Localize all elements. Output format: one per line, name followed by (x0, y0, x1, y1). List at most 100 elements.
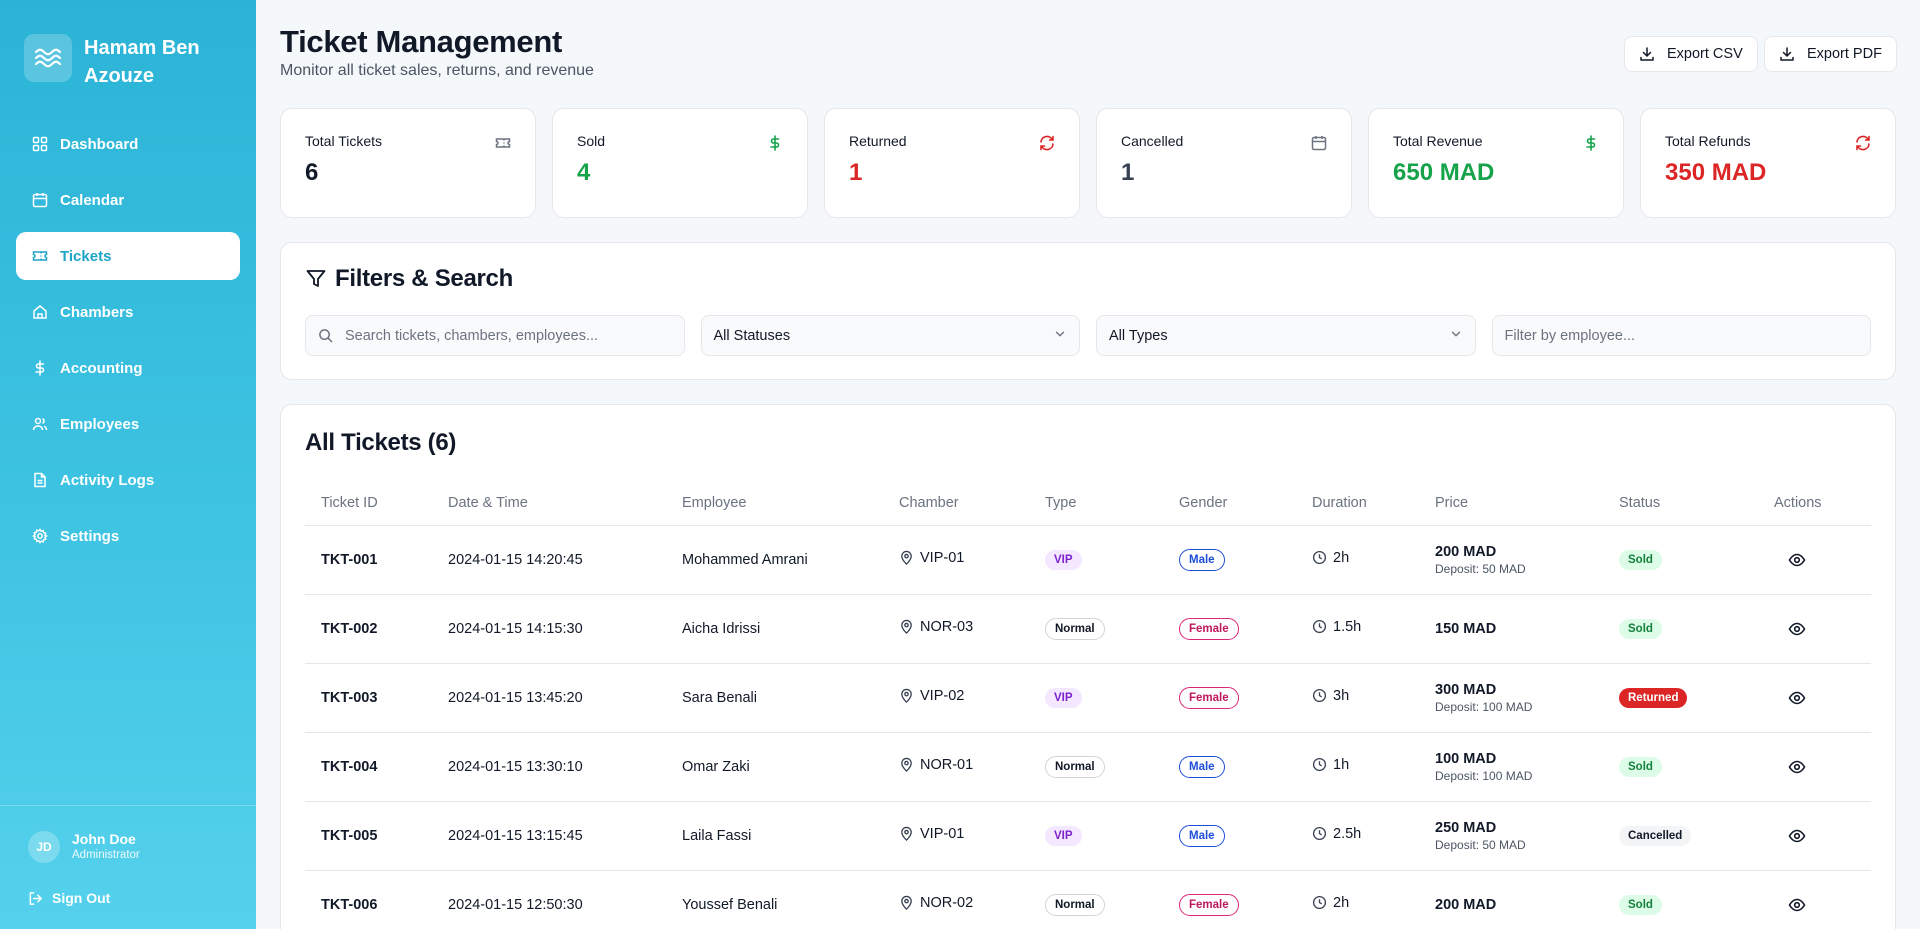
ticket-price: 150 MAD (1435, 620, 1497, 637)
clock-icon (1312, 757, 1327, 772)
type-badge: VIP (1045, 825, 1082, 846)
table-row[interactable]: TKT-006 2024-01-15 12:50:30 Youssef Bena… (305, 870, 1871, 929)
employee-filter-input[interactable]: Filter by employee... (1491, 315, 1871, 356)
dollar-icon (767, 135, 783, 151)
gender-badge: Female (1179, 686, 1239, 709)
column-header[interactable]: Chamber (883, 481, 1029, 526)
brand: Hamam Ben Azouze (24, 34, 234, 90)
stat-card-total-tickets: Total Tickets 6 (280, 108, 536, 218)
ticket-duration: 2h (1333, 549, 1350, 566)
sidebar: Hamam Ben Azouze Dashboard Calendar Tick… (0, 0, 256, 929)
ticket-deposit: Deposit: 50 MAD (1435, 837, 1526, 852)
stat-card-returned: Returned 1 (824, 108, 1080, 218)
stat-value: 6 (305, 159, 319, 186)
type-select[interactable]: All Types (1096, 315, 1476, 356)
column-header[interactable]: Gender (1163, 481, 1296, 526)
table-row[interactable]: TKT-004 2024-01-15 13:30:10 Omar Zaki NO… (305, 732, 1871, 802)
stat-card-total-revenue: Total Revenue 650 MAD (1368, 108, 1624, 218)
ticket-datetime: 2024-01-15 13:30:10 (432, 732, 666, 802)
map-pin-icon (899, 826, 914, 842)
home-icon (32, 304, 48, 320)
map-pin-icon (899, 550, 914, 566)
ticket-chamber: VIP-02 (920, 687, 965, 704)
sidebar-item-accounting[interactable]: Accounting (16, 344, 240, 392)
table-row[interactable]: TKT-001 2024-01-15 14:20:45 Mohammed Amr… (305, 525, 1871, 595)
stat-card-sold: Sold 4 (552, 108, 808, 218)
sidebar-item-label: Chambers (60, 303, 134, 321)
stat-label: Cancelled (1121, 133, 1184, 149)
sidebar-item-chambers[interactable]: Chambers (16, 288, 240, 336)
view-icon[interactable] (1774, 620, 1871, 638)
clock-icon (1312, 895, 1327, 910)
table-row[interactable]: TKT-002 2024-01-15 14:15:30 Aicha Idriss… (305, 594, 1871, 664)
ticket-employee: Sara Benali (666, 663, 883, 733)
search-input[interactable]: Search tickets, chambers, employees... (305, 315, 685, 356)
dollar-icon (1583, 135, 1599, 151)
ticket-duration: 2.5h (1333, 825, 1362, 842)
search-placeholder: Search tickets, chambers, employees... (345, 327, 599, 344)
users-icon (32, 416, 48, 432)
employee-filter-placeholder: Filter by employee... (1504, 327, 1636, 344)
export-pdf-button[interactable]: Export PDF (1764, 36, 1897, 72)
ticket-deposit: Deposit: 100 MAD (1435, 768, 1533, 783)
stat-value: 1 (849, 159, 863, 186)
refresh-icon (1039, 135, 1055, 151)
sidebar-item-label: Accounting (60, 359, 143, 377)
sidebar-item-label: Activity Logs (60, 471, 155, 489)
sidebar-item-tickets[interactable]: Tickets (16, 232, 240, 280)
ticket-id: TKT-005 (305, 801, 432, 871)
ticket-duration: 1h (1333, 756, 1350, 773)
sign-out-button[interactable]: Sign Out (28, 890, 110, 906)
column-header[interactable]: Type (1029, 481, 1163, 526)
view-icon[interactable] (1774, 689, 1871, 707)
refresh-icon (1855, 135, 1871, 151)
table-row[interactable]: TKT-005 2024-01-15 13:15:45 Laila Fassi … (305, 801, 1871, 871)
file-icon (32, 472, 48, 488)
type-badge: Normal (1045, 893, 1105, 916)
view-icon[interactable] (1774, 758, 1871, 776)
download-icon (1779, 46, 1795, 62)
export-pdf-label: Export PDF (1807, 46, 1882, 62)
sidebar-item-activity-logs[interactable]: Activity Logs (16, 456, 240, 504)
column-header[interactable]: Ticket ID (305, 481, 432, 526)
ticket-icon (495, 135, 511, 151)
gender-badge: Female (1179, 617, 1239, 640)
logout-icon (28, 891, 43, 906)
column-header[interactable]: Date & Time (432, 481, 666, 526)
column-header[interactable]: Price (1419, 481, 1603, 526)
export-csv-button[interactable]: Export CSV (1624, 36, 1758, 72)
gender-badge: Male (1179, 755, 1225, 778)
ticket-price: 200 MAD (1435, 896, 1497, 913)
view-icon[interactable] (1774, 551, 1871, 569)
column-header[interactable]: Duration (1296, 481, 1419, 526)
ticket-chamber: NOR-01 (920, 756, 974, 773)
gender-badge: Male (1179, 548, 1225, 571)
type-badge: VIP (1045, 687, 1082, 708)
column-header[interactable]: Employee (666, 481, 883, 526)
status-select[interactable]: All Statuses (700, 315, 1080, 356)
waves-icon (24, 34, 72, 82)
sidebar-item-settings[interactable]: Settings (16, 512, 240, 560)
clock-icon (1312, 826, 1327, 841)
view-icon[interactable] (1774, 896, 1871, 914)
filters-title: Filters & Search (305, 265, 513, 293)
filter-icon (305, 268, 327, 290)
status-badge: Returned (1619, 687, 1688, 708)
sidebar-item-employees[interactable]: Employees (16, 400, 240, 448)
column-header[interactable]: Status (1603, 481, 1758, 526)
ticket-duration: 2h (1333, 894, 1350, 911)
ticket-datetime: 2024-01-15 14:20:45 (432, 525, 666, 595)
ticket-id: TKT-001 (305, 525, 432, 595)
tickets-title: All Tickets (6) (305, 429, 457, 456)
sidebar-item-dashboard[interactable]: Dashboard (16, 120, 240, 168)
calendar-icon (1311, 135, 1327, 151)
ticket-chamber: NOR-03 (920, 618, 974, 635)
view-icon[interactable] (1774, 827, 1871, 845)
sidebar-item-calendar[interactable]: Calendar (16, 176, 240, 224)
sidebar-item-label: Employees (60, 415, 140, 433)
stat-card-total-refunds: Total Refunds 350 MAD (1640, 108, 1896, 218)
table-row[interactable]: TKT-003 2024-01-15 13:45:20 Sara Benali … (305, 663, 1871, 733)
user-profile: JD John Doe Administrator (28, 831, 140, 863)
page-subtitle: Monitor all ticket sales, returns, and r… (280, 62, 594, 79)
ticket-datetime: 2024-01-15 13:15:45 (432, 801, 666, 871)
